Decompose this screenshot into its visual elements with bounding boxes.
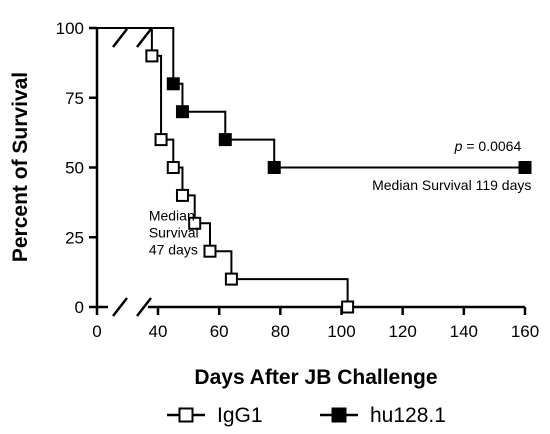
- x-tick-label: 100: [327, 322, 355, 341]
- data-point: [218, 133, 232, 147]
- legend-label: hu128.1: [370, 404, 446, 427]
- x-tick-label: 40: [149, 322, 168, 341]
- p-value-annotation: p = 0.0064: [454, 138, 522, 154]
- axis-break-slash: [112, 28, 128, 48]
- axis-break-slash: [136, 297, 152, 317]
- data-point: [166, 77, 180, 91]
- legend-item-igg1: IgG1: [167, 404, 263, 427]
- y-tick-label: 75: [65, 89, 84, 108]
- x-tick-label: 80: [271, 322, 290, 341]
- legend-item-hu128-1: hu128.1: [320, 404, 446, 427]
- y-tick-label: 0: [75, 298, 84, 317]
- legend-label: IgG1: [217, 404, 263, 427]
- x-tick-label: 60: [210, 322, 229, 341]
- y-axis-title: Percent of Survival: [9, 72, 32, 262]
- data-point: [224, 272, 238, 286]
- legend-marker: [331, 407, 347, 423]
- data-point: [203, 244, 217, 258]
- annotation-line: Median Survival 119 days: [372, 177, 531, 193]
- data-point: [145, 49, 159, 63]
- legend-marker: [178, 407, 194, 423]
- data-point: [188, 216, 202, 230]
- x-axis-title: Days After JB Challenge: [194, 366, 437, 389]
- series-hu128-1: [97, 27, 532, 174]
- data-point: [166, 161, 180, 174]
- data-point: [175, 188, 189, 202]
- axis-break-slash: [136, 28, 152, 48]
- x-tick-label: 160: [511, 322, 539, 341]
- p-value: = 0.0064: [462, 138, 521, 154]
- axes: 0 25 50 75 100 0 40 60 80 100 120 140 160: [56, 19, 540, 341]
- y-tick-label: 100: [56, 19, 84, 38]
- data-point: [341, 300, 355, 314]
- annotation-line: 47 days: [149, 242, 198, 258]
- annotation-line: Survival: [149, 225, 199, 241]
- median-survival-hu128-annotation: Median Survival 119 days: [372, 177, 531, 193]
- y-tick-label: 50: [65, 159, 84, 178]
- p-symbol: p: [454, 138, 463, 154]
- median-survival-igg1-annotation: Median Survival 47 days: [149, 208, 199, 258]
- y-tick-label: 25: [65, 228, 84, 247]
- series-igg1: [97, 27, 355, 314]
- legend: IgG1 hu128.1: [167, 404, 446, 427]
- data-point: [518, 161, 532, 174]
- annotations: p = 0.0064 Median Survival 119 days Median…: [149, 138, 532, 258]
- series-line: [97, 27, 525, 169]
- x-tick-label: 140: [450, 322, 478, 341]
- axis-break-slash: [112, 297, 128, 317]
- data-point: [267, 161, 281, 174]
- x-tick-label: 0: [92, 322, 101, 341]
- series-group: [97, 27, 532, 314]
- data-point: [175, 105, 189, 119]
- annotation-line: Median: [149, 208, 195, 224]
- x-tick-label: 120: [388, 322, 416, 341]
- data-point: [154, 133, 168, 147]
